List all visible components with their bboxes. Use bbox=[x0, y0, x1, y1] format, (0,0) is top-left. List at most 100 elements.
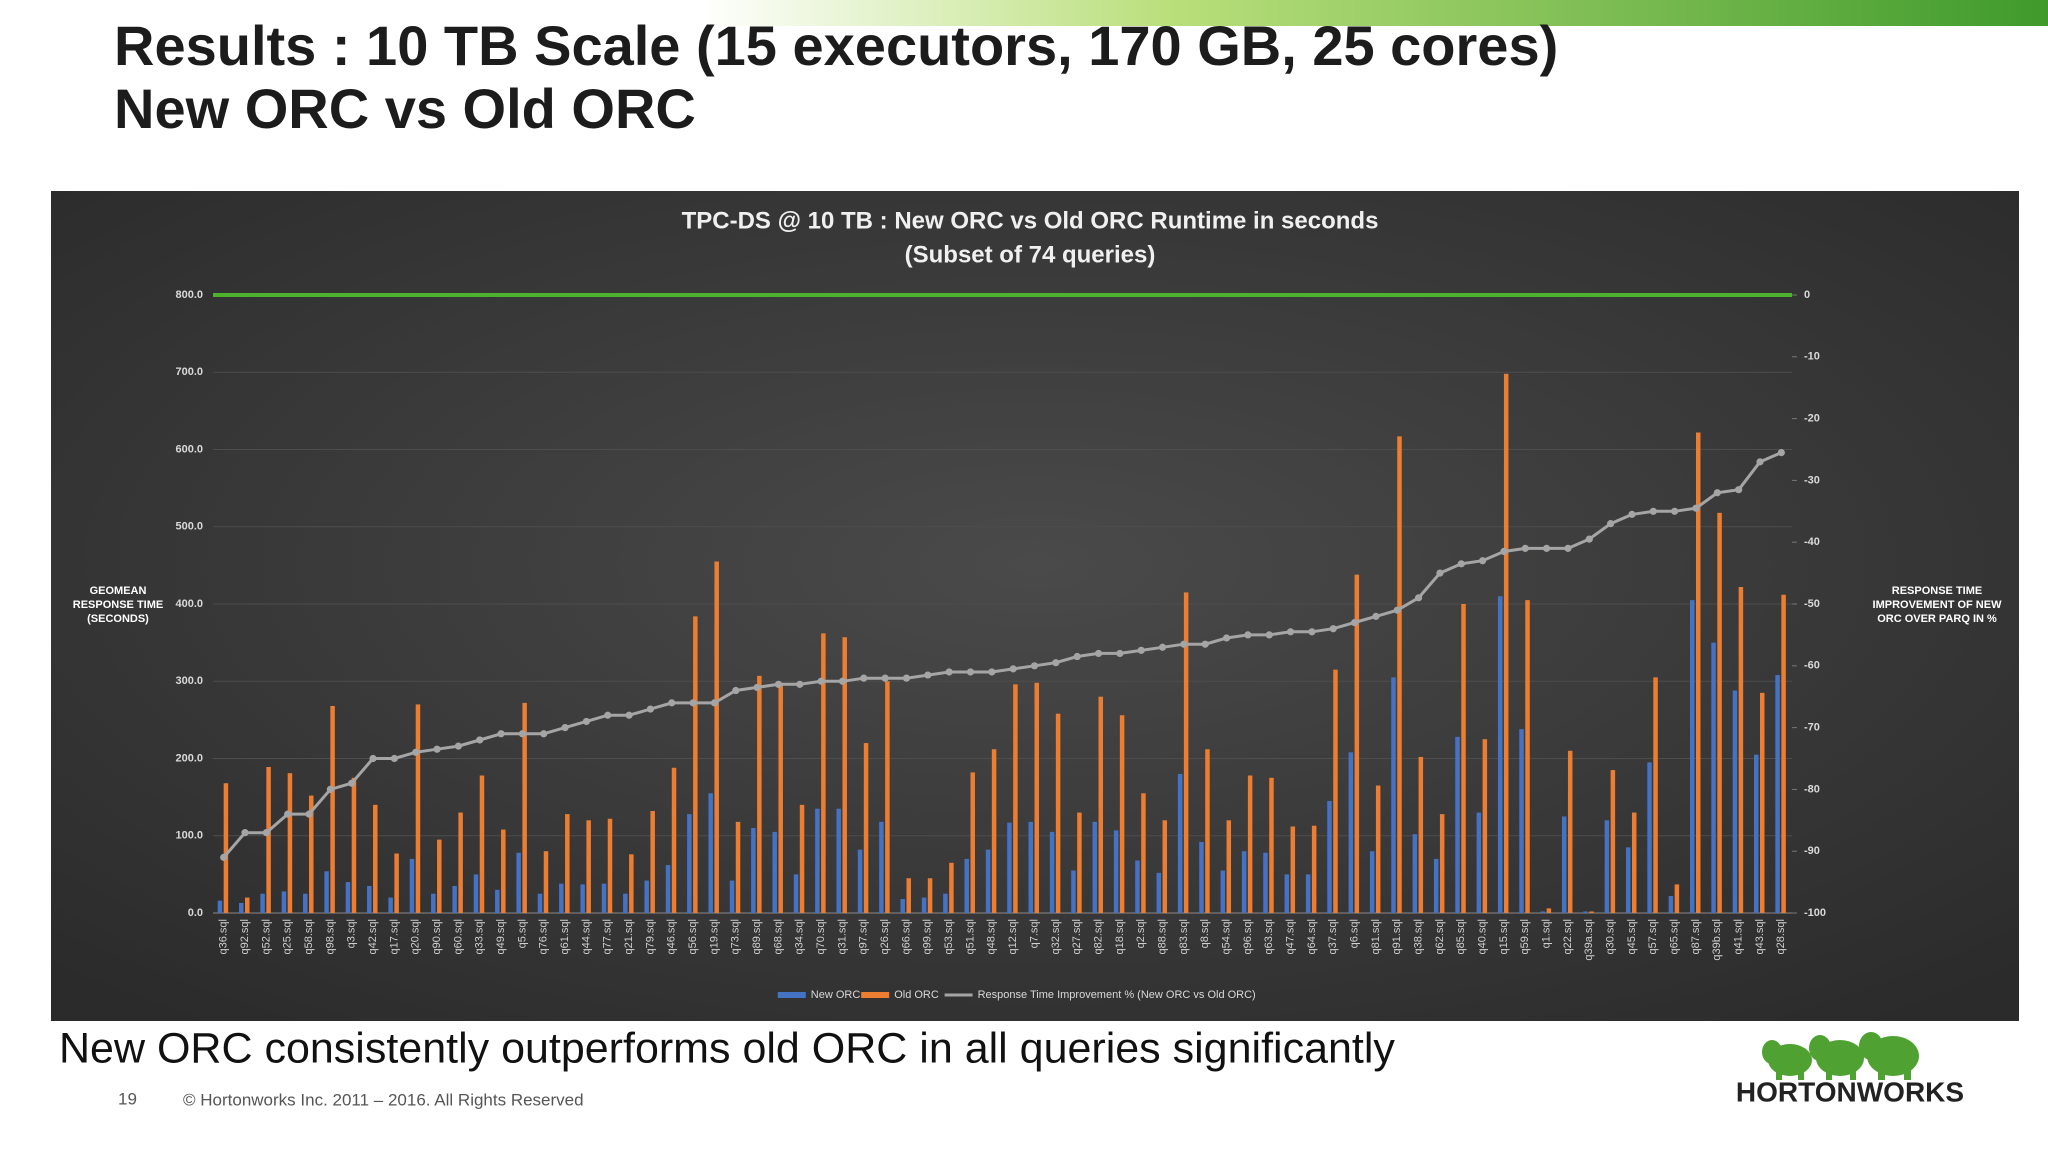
bar bbox=[1732, 690, 1738, 913]
line-point bbox=[348, 779, 356, 787]
bar bbox=[522, 702, 527, 913]
x-tick-label: q12.sql bbox=[1007, 919, 1019, 954]
x-tick-label: q96.sql bbox=[1242, 919, 1254, 954]
line-point bbox=[668, 699, 676, 707]
bar bbox=[1220, 870, 1226, 913]
bar bbox=[1199, 841, 1204, 913]
bar bbox=[729, 880, 735, 913]
line-point bbox=[497, 730, 505, 738]
bar bbox=[836, 808, 841, 913]
slide-title: New ORC vs Old ORC bbox=[114, 77, 696, 140]
x-tick-label: q91.sql bbox=[1391, 919, 1403, 954]
y-tick-label: 400.0 bbox=[175, 598, 203, 610]
x-tick-label: q65.sql bbox=[1669, 919, 1681, 954]
bar bbox=[1055, 713, 1061, 913]
legend-label: Response Time Improvement % (New ORC vs … bbox=[978, 989, 1256, 1001]
bar bbox=[1162, 820, 1168, 913]
bar bbox=[1119, 715, 1125, 913]
bar bbox=[735, 821, 741, 913]
bar bbox=[1455, 736, 1460, 913]
bar bbox=[1226, 820, 1232, 913]
bar bbox=[1653, 677, 1658, 913]
line-point bbox=[966, 668, 975, 676]
x-tick-label: q58.sql bbox=[303, 919, 315, 954]
bar bbox=[1311, 825, 1317, 913]
x-tick-label: q26.sql bbox=[879, 919, 891, 954]
bar bbox=[1412, 834, 1418, 913]
y2-tick-label: -50 bbox=[1804, 598, 1820, 610]
bar bbox=[1348, 752, 1354, 913]
line-point bbox=[390, 754, 398, 763]
x-tick-label: q25.sql bbox=[282, 919, 294, 954]
line-point bbox=[1564, 544, 1572, 552]
bar bbox=[821, 633, 826, 913]
bar bbox=[1397, 436, 1402, 913]
x-tick-label: q38.sql bbox=[1412, 919, 1424, 954]
x-tick-label: q21.sql bbox=[623, 919, 635, 954]
bar bbox=[1113, 830, 1119, 913]
bar bbox=[266, 766, 271, 913]
bar bbox=[586, 820, 591, 913]
x-tick-label: q39a.sql bbox=[1583, 919, 1595, 961]
bar bbox=[1433, 858, 1439, 913]
line-point bbox=[1585, 535, 1593, 543]
line-point bbox=[284, 810, 292, 818]
line-point bbox=[454, 742, 462, 750]
x-tick-label: q89.sql bbox=[751, 919, 763, 954]
logo-text: HORTONWORKS bbox=[1736, 1076, 1964, 1107]
line-point bbox=[326, 785, 334, 794]
x-tick-label: q52.sql bbox=[260, 919, 272, 954]
y2-tick-label: -80 bbox=[1804, 783, 1820, 795]
x-tick-label: q43.sql bbox=[1754, 919, 1766, 954]
line-point bbox=[1052, 659, 1060, 667]
line-point bbox=[1735, 486, 1743, 494]
bar bbox=[1647, 762, 1652, 913]
bar bbox=[964, 858, 969, 913]
bar bbox=[431, 893, 436, 913]
bar bbox=[1753, 754, 1759, 913]
bar bbox=[388, 897, 393, 913]
bar bbox=[671, 767, 677, 913]
bar bbox=[985, 849, 991, 913]
y2-tick-label: -70 bbox=[1804, 722, 1820, 734]
x-tick-label: q30.sql bbox=[1605, 919, 1617, 954]
y-tick-label: 700.0 bbox=[175, 366, 203, 378]
line-point bbox=[796, 680, 804, 688]
line-point bbox=[1350, 618, 1359, 627]
bar bbox=[900, 899, 905, 913]
line-point bbox=[945, 668, 953, 676]
x-tick-label: q5.sql bbox=[516, 919, 528, 948]
bar bbox=[1781, 594, 1786, 913]
line-point bbox=[604, 711, 612, 719]
bar bbox=[1503, 373, 1509, 913]
bar bbox=[501, 829, 506, 913]
bar bbox=[1711, 642, 1716, 913]
x-tick-label: q70.sql bbox=[815, 919, 827, 954]
bar bbox=[1177, 773, 1183, 913]
bar bbox=[693, 616, 698, 913]
bar bbox=[650, 811, 655, 913]
y-tick-label: 600.0 bbox=[175, 443, 203, 455]
bar bbox=[1482, 739, 1488, 913]
line-point bbox=[1329, 625, 1337, 633]
line-point bbox=[1543, 544, 1551, 552]
line-point bbox=[1777, 448, 1785, 457]
x-tick-label: q8.sql bbox=[1199, 919, 1211, 948]
bar bbox=[991, 749, 997, 913]
bar bbox=[1028, 821, 1034, 913]
y2-tick-label: -90 bbox=[1804, 845, 1820, 857]
bar bbox=[1540, 911, 1546, 913]
x-tick-label: q64.sql bbox=[1306, 919, 1318, 954]
x-tick-label: q98.sql bbox=[324, 919, 336, 954]
logo-elephants bbox=[1762, 1032, 1919, 1080]
bar bbox=[1625, 847, 1631, 913]
caption: New ORC consistently outperforms old ORC… bbox=[59, 1024, 1395, 1072]
line-point bbox=[1436, 569, 1444, 577]
y-tick-label: 100.0 bbox=[175, 830, 203, 842]
bar bbox=[1695, 432, 1701, 913]
y2-tick-label: 0 bbox=[1804, 289, 1810, 301]
y2-tick-label: -60 bbox=[1804, 660, 1820, 672]
bar bbox=[1631, 812, 1637, 913]
line-point bbox=[646, 705, 655, 713]
